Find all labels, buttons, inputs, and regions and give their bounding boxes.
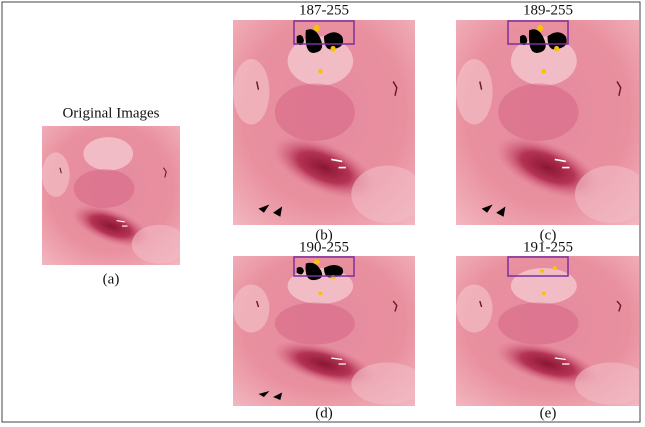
- panel-image: [233, 256, 424, 406]
- caption: (a): [103, 271, 120, 287]
- panel-title: 187-255: [299, 2, 349, 18]
- original-image: [42, 126, 187, 265]
- panel-title: 189-255: [523, 2, 573, 18]
- figure: Original Images (a) 187-255 (b) 189-255 …: [0, 0, 645, 427]
- caption: (e): [540, 405, 557, 421]
- panel-image: [456, 20, 645, 225]
- panel-image: [233, 20, 424, 225]
- panel-title: 191-255: [523, 239, 573, 255]
- original-title: Original Images: [62, 105, 159, 121]
- panel-image: [456, 256, 645, 406]
- panel-title: 190-255: [299, 239, 349, 255]
- caption: (d): [315, 405, 333, 421]
